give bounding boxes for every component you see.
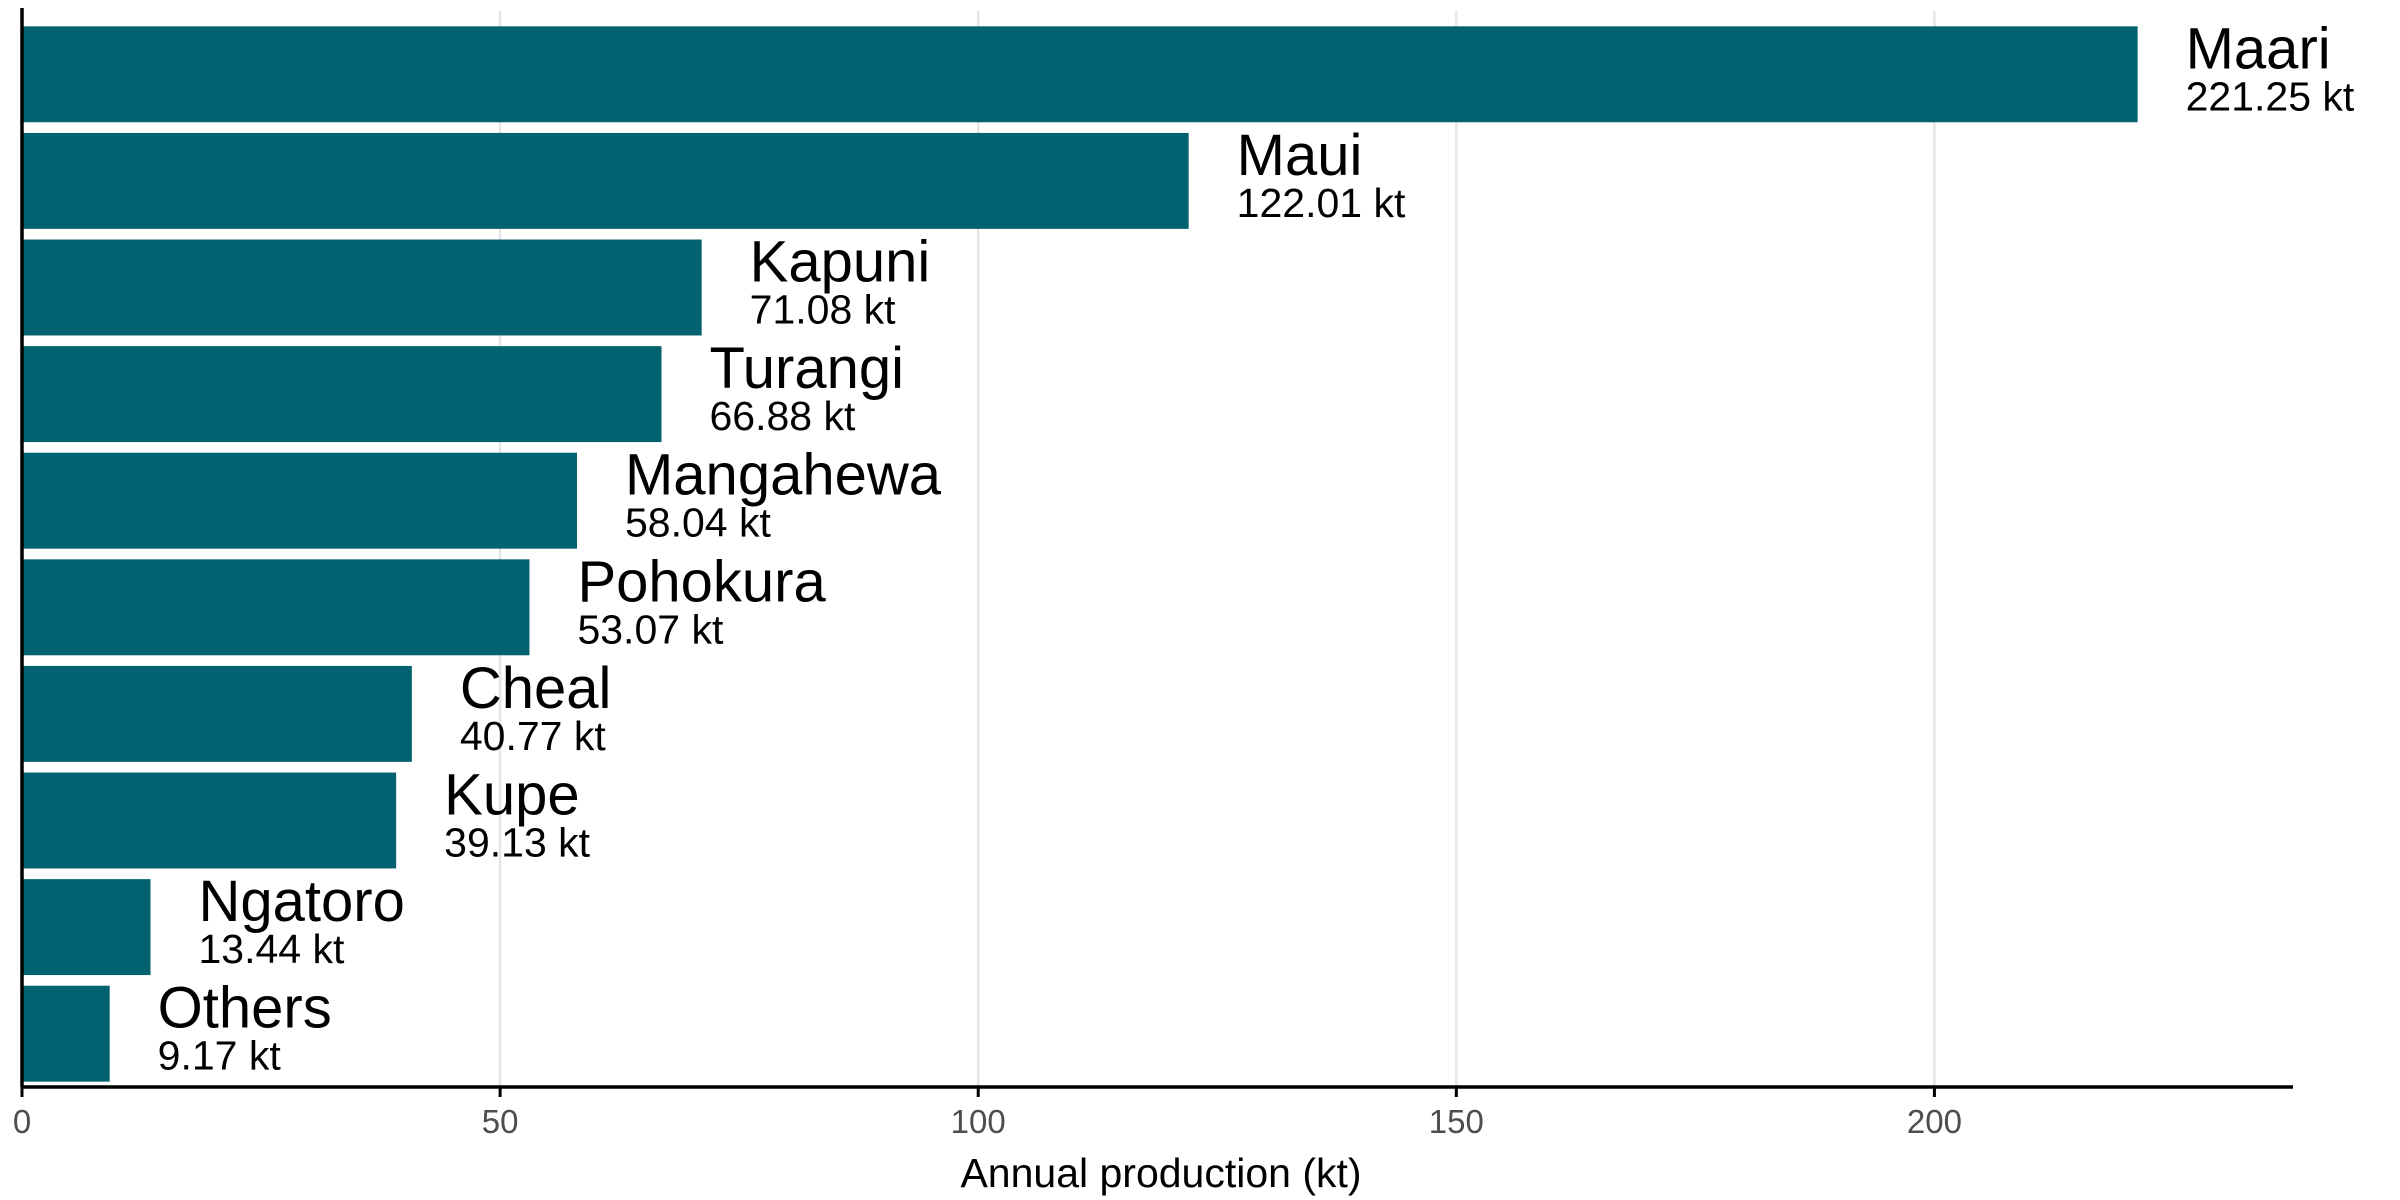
category-label-maari: Maari [2186, 16, 2331, 81]
x-tick-label-200: 200 [1907, 1103, 1962, 1140]
value-label-kapuni: 71.08 kt [750, 287, 896, 333]
category-label-pohokura: Pohokura [577, 549, 826, 614]
category-label-turangi: Turangi [710, 336, 905, 401]
value-label-kupe: 39.13 kt [444, 820, 590, 866]
value-label-cheal: 40.77 kt [460, 713, 606, 759]
bar-ngatoro [22, 879, 151, 976]
bar-maari [22, 26, 2138, 123]
bar-pohokura [22, 559, 530, 656]
x-tick-label-50: 50 [482, 1103, 519, 1140]
value-label-others: 9.17 kt [158, 1033, 282, 1079]
x-axis-title: Annual production (kt) [960, 1150, 1361, 1196]
value-label-turangi: 66.88 kt [710, 393, 856, 439]
category-label-cheal: Cheal [460, 656, 612, 721]
value-label-pohokura: 53.07 kt [577, 606, 723, 652]
bar-mangahewa [22, 452, 577, 549]
x-tick-label-150: 150 [1429, 1103, 1484, 1140]
category-label-others: Others [158, 976, 332, 1041]
bar-maui [22, 132, 1189, 229]
bar-turangi [22, 346, 662, 443]
bar-others [22, 985, 110, 1082]
category-label-ngatoro: Ngatoro [199, 869, 405, 934]
bar-kupe [22, 772, 397, 869]
x-tick-label-0: 0 [13, 1103, 31, 1140]
bar-kapuni [22, 239, 702, 336]
x-tick-label-100: 100 [951, 1103, 1006, 1140]
axes: 0 50 100 150 200 [13, 8, 2293, 1140]
category-label-kapuni: Kapuni [750, 230, 931, 295]
bars [22, 26, 2138, 1082]
bar-cheal [22, 665, 412, 762]
value-label-ngatoro: 13.44 kt [199, 926, 345, 972]
category-label-mangahewa: Mangahewa [625, 443, 942, 508]
value-label-maui: 122.01 kt [1237, 180, 1406, 226]
value-label-mangahewa: 58.04 kt [625, 500, 771, 546]
category-label-kupe: Kupe [444, 763, 579, 828]
category-label-maui: Maui [1237, 123, 1363, 188]
value-label-maari: 221.25 kt [2186, 73, 2355, 119]
